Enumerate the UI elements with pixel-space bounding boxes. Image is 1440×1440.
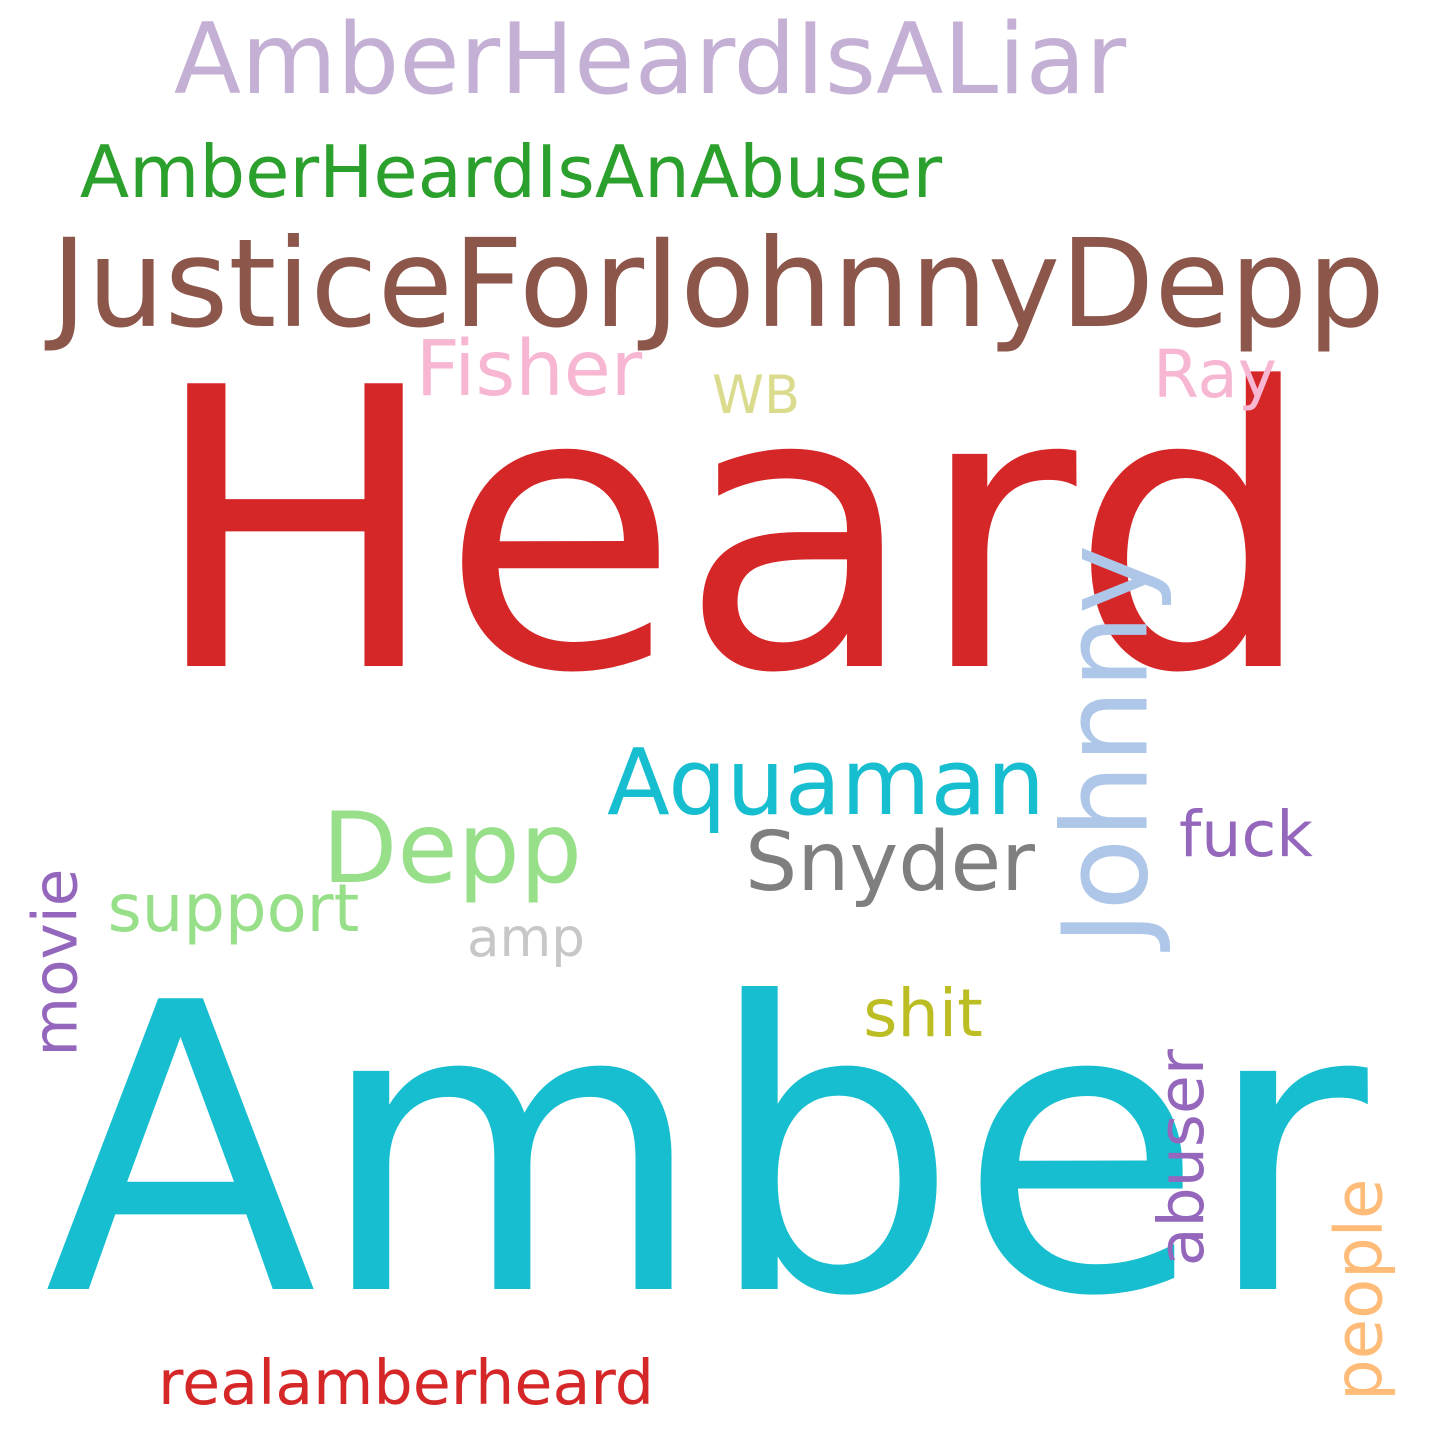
word-amp: amp bbox=[467, 907, 585, 970]
word-aquaman: Aquaman bbox=[606, 729, 1046, 837]
word-ray: Ray bbox=[1153, 335, 1277, 413]
word-justice-for-johnny-depp: JusticeForJohnnyDepp bbox=[51, 211, 1385, 355]
word-support: support bbox=[107, 871, 360, 948]
word-wb: WB bbox=[712, 364, 800, 426]
word-people: people bbox=[1321, 1178, 1398, 1402]
word-snyder: Snyder bbox=[744, 814, 1036, 910]
word-fuck: fuck bbox=[1179, 797, 1313, 872]
word-amber: Amber bbox=[44, 920, 1368, 1385]
word-abuser: abuser bbox=[1144, 1049, 1219, 1267]
word-realamberheard: realamberheard bbox=[158, 1347, 654, 1420]
word-heard: Heard bbox=[149, 306, 1316, 758]
word-depp: Depp bbox=[322, 792, 582, 907]
word-shit: shit bbox=[863, 976, 983, 1053]
word-amber-heard-is-a-liar: AmberHeardIsALiar bbox=[173, 2, 1127, 117]
word-johnny: Johnny bbox=[1037, 544, 1175, 946]
word-fisher: Fisher bbox=[415, 324, 643, 414]
word-movie: movie bbox=[20, 869, 92, 1057]
word-amber-heard-is-an-abuser: AmberHeardIsAnAbuser bbox=[79, 130, 943, 215]
